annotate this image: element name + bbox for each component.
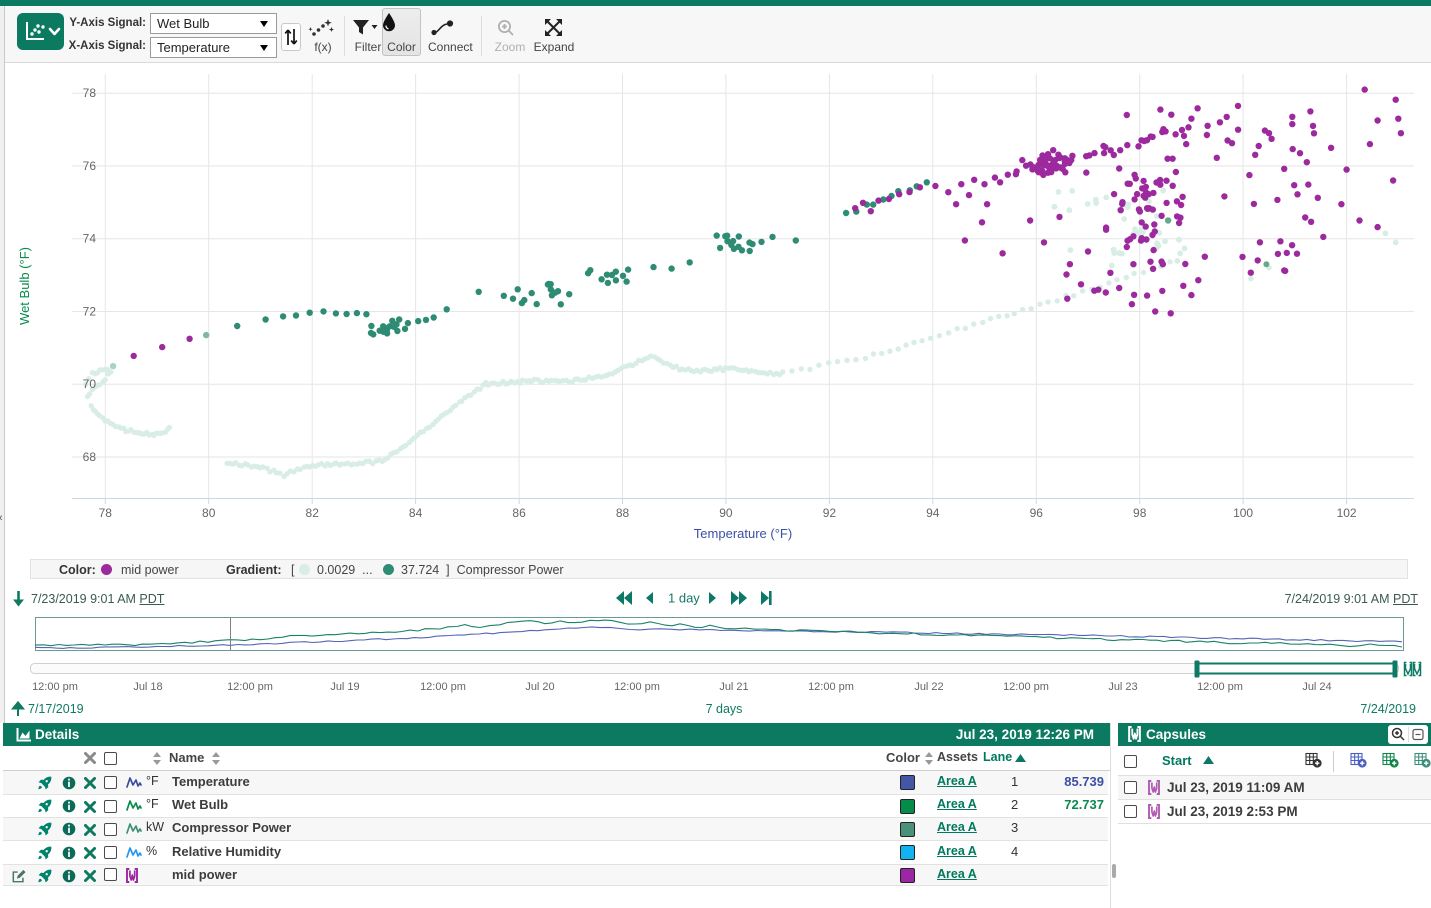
- svg-text:76: 76: [83, 159, 97, 173]
- svg-text:102: 102: [1337, 506, 1357, 520]
- svg-text:74: 74: [83, 232, 97, 246]
- svg-text:Temperature (°F): Temperature (°F): [694, 526, 792, 541]
- svg-text:78: 78: [99, 506, 113, 520]
- svg-text:94: 94: [926, 506, 940, 520]
- svg-text:80: 80: [202, 506, 216, 520]
- svg-text:82: 82: [306, 506, 320, 520]
- svg-text:90: 90: [719, 506, 733, 520]
- svg-text:92: 92: [823, 506, 837, 520]
- svg-text:68: 68: [83, 450, 97, 464]
- svg-text:1 day: 1 day: [668, 591, 700, 606]
- svg-text:96: 96: [1030, 506, 1044, 520]
- svg-text:98: 98: [1133, 506, 1147, 520]
- svg-text:72: 72: [83, 305, 97, 319]
- svg-text:100: 100: [1233, 506, 1253, 520]
- svg-text:Wet Bulb (°F): Wet Bulb (°F): [17, 247, 32, 325]
- svg-text:70: 70: [83, 377, 97, 391]
- svg-text:84: 84: [409, 506, 423, 520]
- svg-text:88: 88: [616, 506, 630, 520]
- svg-text:86: 86: [512, 506, 526, 520]
- svg-text:78: 78: [83, 86, 97, 100]
